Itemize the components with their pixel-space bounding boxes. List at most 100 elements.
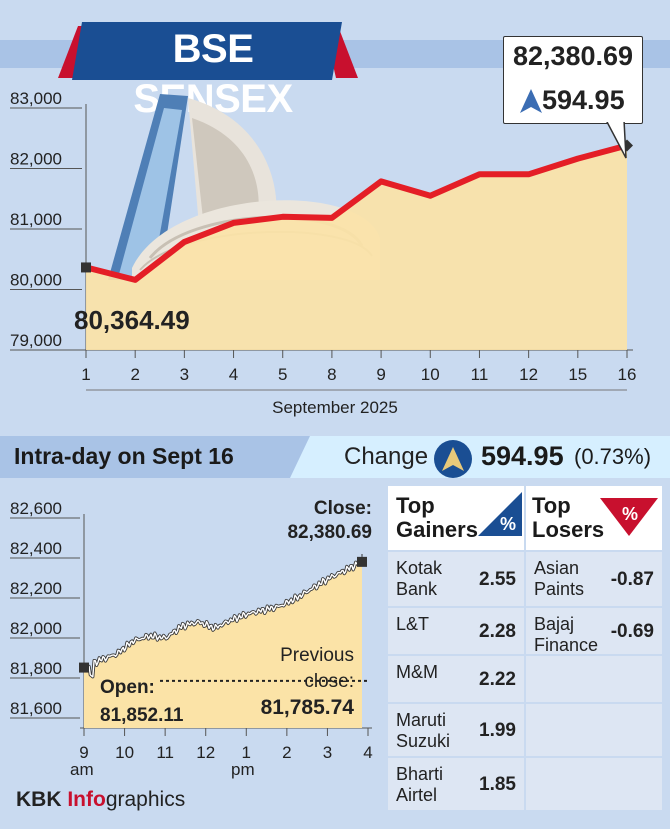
open-annotation: Open: 81,852.11 xyxy=(100,674,183,730)
y-tick-label: 79,000 xyxy=(10,331,62,350)
table-row xyxy=(526,756,662,810)
change-label: Change xyxy=(344,443,429,470)
row-name: Asian Paints xyxy=(534,558,585,599)
x-tick-label: 2 xyxy=(130,365,139,384)
table-row: L&T 2.28 xyxy=(388,606,524,654)
table-row xyxy=(526,702,662,756)
row-name: Kotak Bank xyxy=(396,558,443,599)
row-value: 1.99 xyxy=(479,720,516,741)
row-value: 1.85 xyxy=(479,774,516,795)
pm-label: pm xyxy=(231,760,255,779)
x-axis-title: September 2025 xyxy=(272,398,398,417)
start-point-marker xyxy=(81,262,91,273)
credit-brand: KBK xyxy=(16,788,62,811)
x-tick-label: 10 xyxy=(115,743,134,762)
x-tick-label: 12 xyxy=(519,365,538,384)
x-tick-label: 12 xyxy=(196,743,215,762)
x-tick-label: 9 xyxy=(79,743,88,762)
callout-pointer xyxy=(605,120,627,159)
table-row: Maruti Suzuki 1.99 xyxy=(388,702,524,756)
start-value-label: 80,364.49 xyxy=(74,305,190,335)
x-tick-label: 1 xyxy=(81,365,90,384)
title-banner xyxy=(58,22,358,80)
table-row: Bajaj Finance -0.69 xyxy=(526,606,662,655)
gainers-title-line2: Gainers xyxy=(396,517,478,542)
table-row: M&M 2.22 xyxy=(388,654,524,702)
table-row: Asian Paints -0.87 xyxy=(526,550,662,606)
credit-rest: graphics xyxy=(105,788,186,811)
percent-up-badge-icon: % xyxy=(478,492,522,536)
percent-down-badge-icon: % xyxy=(600,498,658,536)
row-name: M&M xyxy=(396,662,438,682)
row-name: Bajaj Finance xyxy=(534,614,599,655)
am-label: am xyxy=(70,760,94,779)
intraday-line xyxy=(83,561,363,678)
intraday-chart: 81,600 81,800 82,000 82,200 82,400 82,600 9 10… xyxy=(10,499,373,762)
y-tick-label: 81,800 xyxy=(10,659,62,678)
table-row: Bharti Airtel 1.85 xyxy=(388,756,524,810)
y-tick-label: 82,000 xyxy=(10,619,62,638)
x-tick-label: 11 xyxy=(156,743,174,762)
callout-value: 82,380.69 xyxy=(512,41,634,71)
credit-accent: Info xyxy=(67,788,106,811)
table-row xyxy=(526,654,662,702)
top-losers-title: Top Losers xyxy=(532,494,604,542)
y-tick-label: 82,400 xyxy=(10,539,62,558)
intraday-tab xyxy=(0,436,310,478)
x-tick-label: 9 xyxy=(376,365,385,384)
x-tick-label: 5 xyxy=(278,365,287,384)
top-gainers-title: Top Gainers xyxy=(396,494,478,542)
x-tick-label: 4 xyxy=(363,743,372,762)
previous-close-annotation: Previous close: 81,785.74 xyxy=(226,643,354,722)
y-tick-label: 82,200 xyxy=(10,579,62,598)
losers-title-line2: Losers xyxy=(532,517,605,542)
credit-line: KBK Infographics xyxy=(16,788,185,812)
latest-value-callout: 82,380.69 594.95 xyxy=(503,36,643,124)
x-tick-label: 1 xyxy=(242,743,251,762)
row-value: -0.69 xyxy=(610,621,654,642)
x-tick-label: 2 xyxy=(282,743,291,762)
row-value: 2.55 xyxy=(479,569,516,590)
y-tick-label: 81,600 xyxy=(10,699,62,718)
chart-title: BSE SENSEX xyxy=(133,27,293,121)
row-value: 2.22 xyxy=(479,669,516,690)
losers-badge-text: % xyxy=(622,504,638,524)
gainers-badge-text: % xyxy=(500,514,516,534)
y-tick-label: 81,000 xyxy=(10,210,62,229)
row-name: L&T xyxy=(396,614,430,634)
x-tick-label: 16 xyxy=(618,365,637,384)
main-series-line xyxy=(85,142,628,283)
main-area-fill xyxy=(86,145,627,350)
x-tick-label: 4 xyxy=(229,365,238,384)
x-tick-label: 3 xyxy=(323,743,332,762)
x-tick-label: 3 xyxy=(180,365,189,384)
close-marker xyxy=(357,556,367,567)
up-arrow-icon xyxy=(434,440,472,478)
previous-close-label: Previous close: xyxy=(280,645,354,692)
y-tick-label: 80,000 xyxy=(10,271,62,290)
previous-close-value: 81,785.74 xyxy=(260,696,354,719)
close-annotation: Close: 82,380.69 xyxy=(280,497,372,545)
y-tick-label: 82,600 xyxy=(10,499,62,518)
up-arrow-icon xyxy=(520,89,542,113)
close-value: 82,380.69 xyxy=(287,522,372,543)
x-tick-label: 11 xyxy=(471,365,489,384)
x-tick-label: 10 xyxy=(421,365,440,384)
intraday-title: Intra-day on Sept 16 xyxy=(14,443,234,469)
y-tick-label: 83,000 xyxy=(10,89,62,108)
open-marker xyxy=(79,662,89,673)
row-value: 2.28 xyxy=(479,621,516,642)
row-name: Bharti Airtel xyxy=(396,764,444,805)
losers-title-line1: Top xyxy=(532,493,571,518)
row-name: Maruti Suzuki xyxy=(396,710,451,751)
open-label: Open: xyxy=(100,677,155,698)
callout-change: 594.95 xyxy=(542,85,625,115)
close-label: Close: xyxy=(313,498,372,519)
open-value: 81,852.11 xyxy=(100,705,184,726)
change-percent: (0.73%) xyxy=(574,444,652,469)
change-value: 594.95 xyxy=(481,441,564,471)
row-value: -0.87 xyxy=(610,569,654,590)
gainers-title-line1: Top xyxy=(396,493,435,518)
table-row: Kotak Bank 2.55 xyxy=(388,550,524,606)
